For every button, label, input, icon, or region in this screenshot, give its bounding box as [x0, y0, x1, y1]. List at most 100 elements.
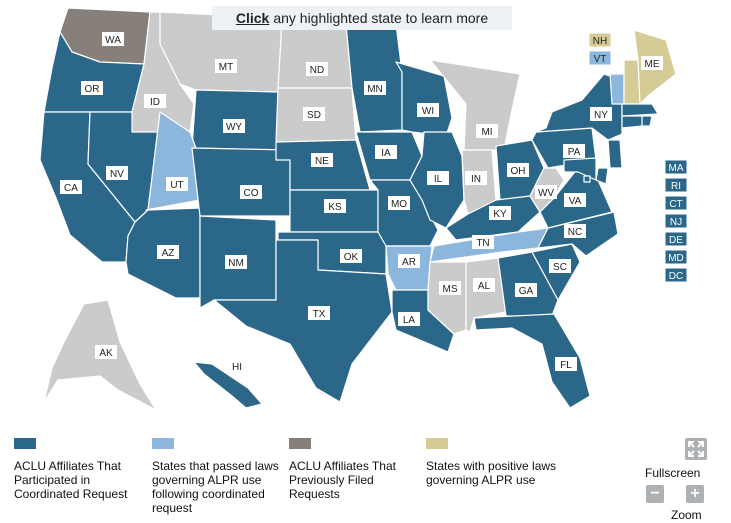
svg-text:ME: ME [645, 59, 660, 70]
svg-text:UT: UT [170, 180, 183, 191]
state-label-mi[interactable]: MI [476, 124, 498, 138]
svg-text:WA: WA [105, 35, 121, 46]
legend-item-passed-law: States that passed laws governing ALPR u… [152, 438, 287, 515]
state-dc[interactable] [583, 175, 591, 183]
state-label-sc[interactable]: SC [549, 259, 571, 273]
state-label-ia[interactable]: IA [375, 145, 397, 159]
state-label-sd[interactable]: SD [303, 107, 325, 121]
state-label-ga[interactable]: GA [515, 283, 537, 297]
state-label-de[interactable]: DE [664, 231, 688, 247]
svg-text:IA: IA [381, 148, 391, 159]
state-label-wi[interactable]: WI [417, 103, 439, 117]
svg-text:OK: OK [344, 252, 359, 263]
zoom-in-button[interactable]: + [686, 485, 704, 503]
state-label-nj[interactable]: NJ [664, 213, 688, 229]
legend-item-coordinated: ACLU Affiliates That Participated in Coo… [14, 438, 149, 501]
state-label-va[interactable]: VA [564, 193, 586, 207]
state-label-ks[interactable]: KS [324, 199, 346, 213]
state-label-ma[interactable]: MA [664, 159, 688, 175]
state-ma[interactable] [621, 103, 659, 117]
svg-text:ID: ID [150, 97, 160, 108]
state-nj[interactable] [607, 139, 623, 169]
state-ri[interactable] [641, 115, 653, 127]
state-label-oh[interactable]: OH [507, 163, 529, 177]
state-label-ri[interactable]: RI [664, 177, 688, 193]
banner-action: Click [235, 10, 270, 26]
state-label-id[interactable]: ID [144, 94, 166, 108]
state-label-tn[interactable]: TN [472, 235, 494, 249]
svg-text:AK: AK [99, 348, 113, 359]
state-label-pa[interactable]: PA [563, 144, 585, 158]
state-label-md[interactable]: MD [664, 249, 688, 265]
state-label-ne[interactable]: NE [311, 153, 333, 167]
svg-text:MT: MT [219, 62, 233, 73]
state-label-me[interactable]: ME [641, 56, 663, 70]
state-label-in[interactable]: IN [465, 171, 487, 185]
legend-swatch [14, 438, 36, 449]
state-label-wv[interactable]: WV [535, 185, 557, 199]
state-label-nm[interactable]: NM [225, 255, 247, 269]
state-label-or[interactable]: OR [81, 81, 103, 95]
state-label-vt[interactable]: VT [588, 50, 612, 66]
state-label-nc[interactable]: NC [564, 224, 586, 238]
state-label-wa[interactable]: WA [102, 32, 124, 46]
state-fl[interactable] [473, 313, 591, 409]
svg-text:VA: VA [569, 196, 582, 207]
state-label-ak[interactable]: AK [95, 345, 117, 359]
svg-text:LA: LA [403, 315, 416, 326]
state-hi[interactable] [193, 361, 263, 409]
state-label-il[interactable]: IL [427, 171, 449, 185]
state-label-hi[interactable]: HI [226, 359, 248, 373]
state-label-nv[interactable]: NV [106, 166, 128, 180]
state-label-fl[interactable]: FL [555, 357, 577, 371]
svg-text:TN: TN [476, 238, 489, 249]
state-vt[interactable] [609, 73, 625, 105]
svg-text:NV: NV [110, 169, 124, 180]
state-label-mt[interactable]: MT [215, 59, 237, 73]
state-nd [277, 21, 353, 89]
svg-text:DE: DE [669, 235, 683, 246]
legend-label: States with positive laws governing ALPR… [426, 459, 557, 487]
svg-text:MD: MD [668, 253, 684, 264]
state-label-ca[interactable]: CA [60, 180, 82, 194]
state-nh[interactable] [623, 59, 641, 105]
state-label-ms[interactable]: MS [439, 281, 461, 295]
legend-label: States that passed laws governing ALPR u… [152, 459, 279, 515]
state-co[interactable] [191, 147, 291, 217]
state-de[interactable] [595, 167, 609, 185]
state-label-ny[interactable]: NY [590, 107, 612, 121]
state-label-al[interactable]: AL [473, 278, 495, 292]
state-label-dc[interactable]: DC [664, 267, 688, 283]
svg-text:WV: WV [538, 188, 554, 199]
svg-text:CT: CT [669, 199, 682, 210]
state-label-ok[interactable]: OK [340, 249, 362, 263]
banner-text: any highlighted state to learn more [273, 10, 489, 26]
state-label-mn[interactable]: MN [364, 81, 386, 95]
legend-swatch [152, 438, 174, 449]
zoom-label: Zoom [671, 508, 702, 522]
state-label-mo[interactable]: MO [388, 196, 410, 210]
svg-text:OR: OR [85, 84, 100, 95]
state-tx[interactable] [213, 239, 393, 403]
state-label-az[interactable]: AZ [157, 245, 179, 259]
zoom-out-button[interactable]: − [646, 485, 664, 503]
state-label-wy[interactable]: WY [223, 119, 245, 133]
state-label-ct[interactable]: CT [664, 195, 688, 211]
svg-text:WY: WY [226, 122, 242, 133]
svg-text:MN: MN [367, 84, 383, 95]
fullscreen-label: Fullscreen [645, 466, 701, 480]
state-label-nd[interactable]: ND [306, 62, 328, 76]
svg-text:TX: TX [313, 309, 326, 320]
state-label-ky[interactable]: KY [489, 206, 511, 220]
state-label-ut[interactable]: UT [166, 177, 188, 191]
fullscreen-icon[interactable] [685, 438, 707, 460]
state-label-co[interactable]: CO [240, 185, 262, 199]
svg-text:KS: KS [328, 202, 342, 213]
state-label-nh[interactable]: NH [588, 32, 612, 48]
state-label-la[interactable]: LA [398, 312, 420, 326]
state-label-ar[interactable]: AR [398, 254, 420, 268]
state-ct[interactable] [621, 115, 643, 129]
svg-text:AL: AL [478, 281, 491, 292]
state-label-tx[interactable]: TX [308, 306, 330, 320]
